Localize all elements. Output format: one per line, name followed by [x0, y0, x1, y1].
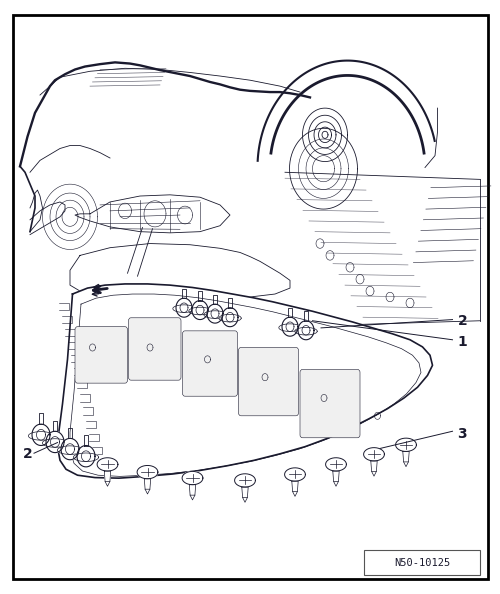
- Polygon shape: [396, 438, 416, 451]
- Polygon shape: [61, 438, 79, 460]
- Bar: [364, 550, 480, 575]
- Polygon shape: [279, 324, 301, 331]
- Polygon shape: [192, 301, 208, 320]
- Polygon shape: [58, 446, 82, 454]
- Text: 2: 2: [458, 314, 467, 328]
- Polygon shape: [371, 461, 377, 472]
- Polygon shape: [284, 468, 306, 481]
- Polygon shape: [58, 284, 432, 478]
- Polygon shape: [204, 311, 226, 318]
- Polygon shape: [333, 471, 339, 482]
- Polygon shape: [234, 474, 256, 487]
- Polygon shape: [292, 481, 298, 492]
- Text: 1: 1: [458, 334, 467, 349]
- Text: 2: 2: [22, 447, 32, 462]
- Polygon shape: [42, 439, 68, 447]
- Polygon shape: [295, 327, 317, 335]
- Polygon shape: [144, 479, 150, 489]
- Polygon shape: [173, 305, 195, 312]
- Polygon shape: [182, 472, 203, 485]
- Polygon shape: [282, 317, 298, 336]
- FancyBboxPatch shape: [75, 327, 128, 383]
- Polygon shape: [219, 314, 241, 322]
- Polygon shape: [364, 448, 384, 461]
- FancyBboxPatch shape: [128, 318, 181, 380]
- Polygon shape: [242, 487, 248, 498]
- Polygon shape: [190, 485, 196, 495]
- Text: N50-10125: N50-10125: [394, 558, 450, 567]
- Polygon shape: [46, 431, 64, 453]
- Polygon shape: [189, 307, 211, 315]
- Polygon shape: [104, 471, 110, 482]
- Polygon shape: [30, 202, 65, 235]
- Polygon shape: [207, 304, 223, 323]
- Polygon shape: [97, 458, 118, 471]
- Polygon shape: [403, 451, 409, 462]
- Polygon shape: [70, 244, 290, 298]
- FancyBboxPatch shape: [238, 347, 298, 416]
- Polygon shape: [137, 466, 158, 479]
- Polygon shape: [77, 446, 95, 467]
- FancyBboxPatch shape: [182, 331, 238, 396]
- Polygon shape: [28, 432, 54, 440]
- Polygon shape: [176, 298, 192, 317]
- Text: 3: 3: [458, 426, 467, 441]
- Polygon shape: [74, 453, 98, 462]
- FancyBboxPatch shape: [300, 369, 360, 438]
- Polygon shape: [326, 458, 346, 471]
- Polygon shape: [222, 308, 238, 327]
- Polygon shape: [75, 195, 230, 233]
- Polygon shape: [298, 321, 314, 340]
- Polygon shape: [32, 424, 50, 446]
